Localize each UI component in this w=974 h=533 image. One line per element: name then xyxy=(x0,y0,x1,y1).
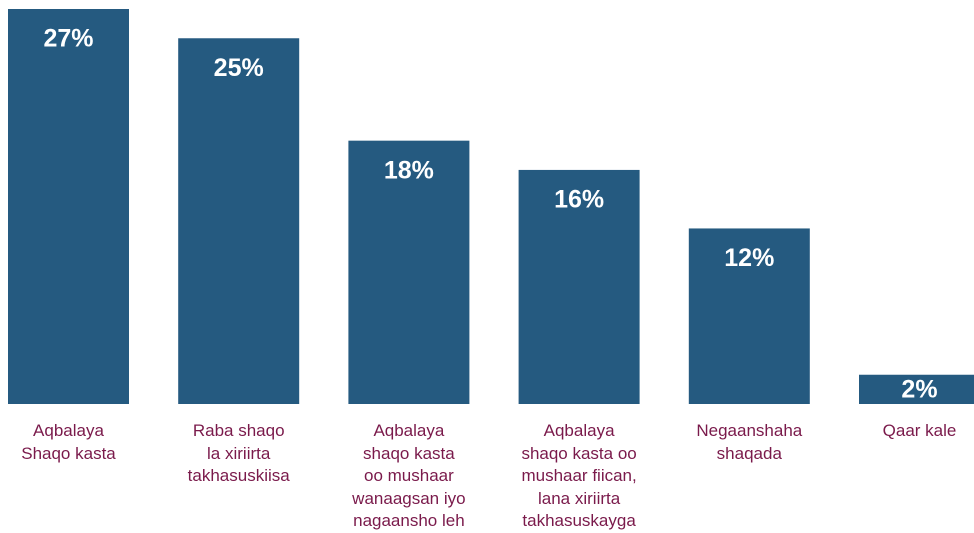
bar xyxy=(178,38,300,405)
category-label: Raba shaqo la xiriirta takhasuskiisa xyxy=(187,421,290,485)
bar xyxy=(518,169,640,404)
value-label: 2% xyxy=(901,376,937,404)
value-label: 12% xyxy=(724,244,774,272)
bar xyxy=(859,374,974,404)
bar xyxy=(8,9,129,404)
value-label: 16% xyxy=(554,186,604,214)
value-label: 27% xyxy=(43,25,93,53)
category-label: Aqbalaya shaqo kasta oo mushaar wanaagsa… xyxy=(352,421,466,530)
value-label: 25% xyxy=(214,54,264,82)
category-label: Qaar kale xyxy=(882,421,957,440)
category-label: Aqbalaya Shaqo kasta xyxy=(21,421,116,463)
category-label: Negaanshaha shaqada xyxy=(696,421,803,463)
value-label: 18% xyxy=(384,156,434,184)
bar xyxy=(348,140,470,404)
category-label: Aqbalaya shaqo kasta oo mushaar fiican, … xyxy=(521,421,637,530)
bar xyxy=(688,228,810,404)
